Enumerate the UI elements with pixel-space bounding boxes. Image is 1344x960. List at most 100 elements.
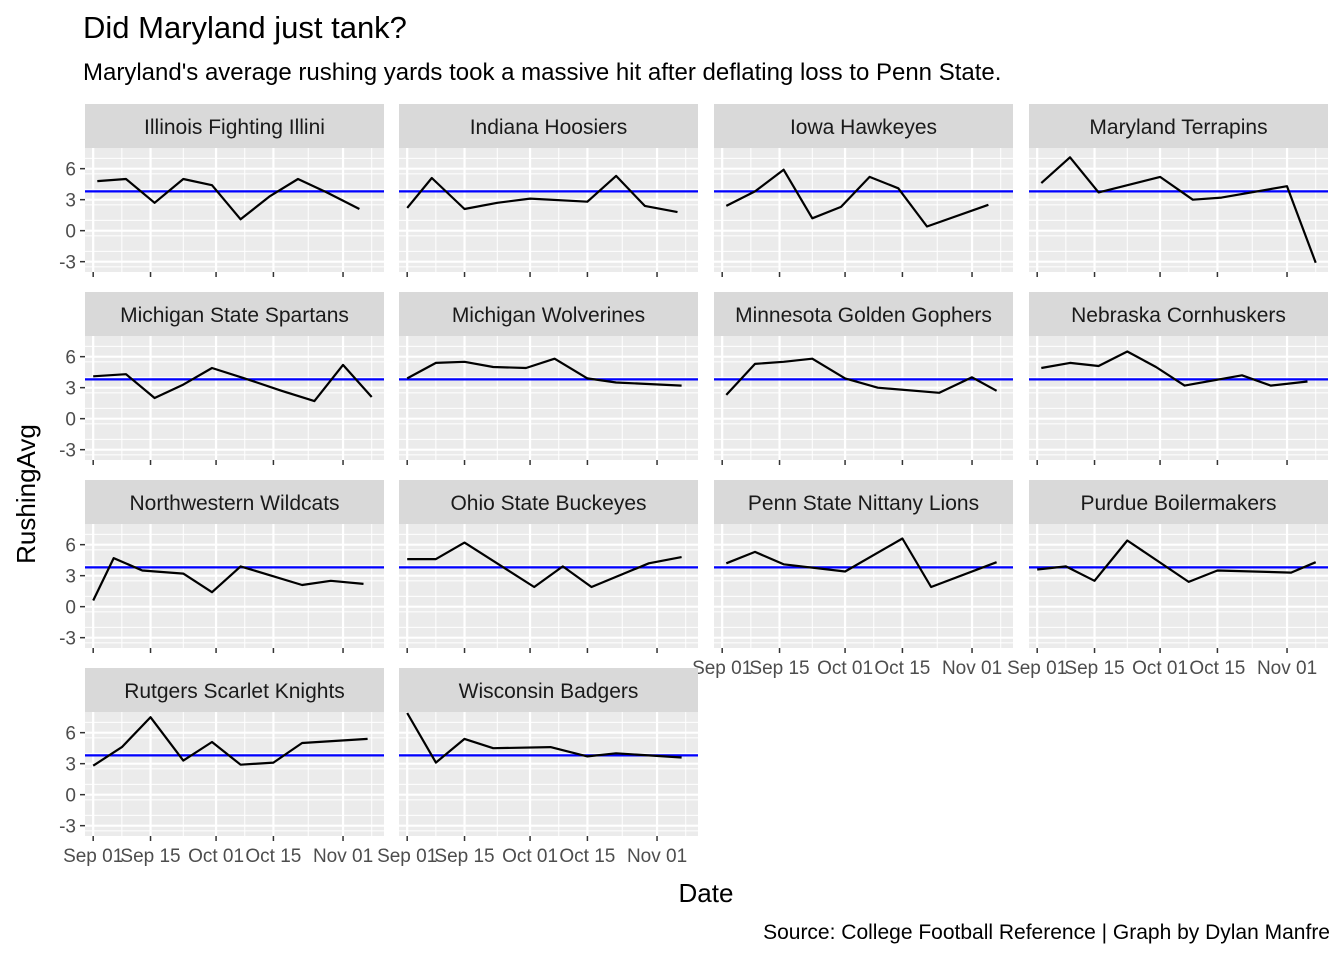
x-tick-label: Sep 15 (1064, 658, 1124, 679)
chart-title: Did Maryland just tank? (83, 10, 407, 45)
y-tick-label: 0 (65, 222, 76, 243)
facet-strip (714, 480, 1013, 524)
rushing-avg-line (725, 168, 989, 228)
facet-strip (1029, 104, 1328, 148)
rushing-avg-line (407, 541, 682, 589)
panel-background (714, 524, 1013, 648)
x-tick-label: Oct 01 (502, 846, 558, 867)
x-axis-title: Date (679, 878, 734, 908)
panel-background (399, 524, 698, 648)
facet-strip-label: Wisconsin Badgers (459, 680, 639, 703)
facet-strip (399, 668, 698, 712)
x-tick-label: Nov 01 (942, 658, 1002, 679)
x-tick-label: Oct 15 (874, 658, 930, 679)
rushing-avg-line (97, 177, 360, 221)
facet-strip-label: Nebraska Cornhuskers (1071, 304, 1286, 327)
x-tick-label: Sep 01 (1007, 658, 1067, 679)
y-tick-label: -3 (59, 817, 76, 838)
facet-strip-label: Michigan State Spartans (120, 304, 349, 327)
facet-panel: Northwestern Wildcats -3 0 3 6 (59, 480, 384, 653)
x-tick-label: Nov 01 (627, 846, 687, 867)
y-tick-label: 3 (65, 379, 76, 400)
rushing-avg-line (1040, 156, 1317, 264)
panel-background (399, 336, 698, 460)
y-tick-label: 6 (65, 160, 76, 181)
facet-strip (85, 104, 384, 148)
facet-strip (85, 292, 384, 336)
y-tick-label: 0 (65, 786, 76, 807)
y-tick-label: 3 (65, 755, 76, 776)
facet-strip-label: Maryland Terrapins (1089, 116, 1267, 139)
facet-panel: Nebraska Cornhuskers (1029, 292, 1328, 465)
facet-strip (85, 480, 384, 524)
facet-strip (1029, 480, 1328, 524)
facet-panel: Iowa Hawkeyes (714, 104, 1013, 277)
x-tick-label: Nov 01 (313, 846, 373, 867)
x-tick-label: Oct 01 (817, 658, 873, 679)
rushing-avg-line (406, 357, 682, 387)
y-tick-label: 6 (65, 348, 76, 369)
facet-strip-label: Rutgers Scarlet Knights (124, 680, 345, 703)
x-tick-label: Oct 15 (1189, 658, 1245, 679)
y-tick-label: -3 (59, 441, 76, 462)
x-tick-label: Sep 01 (63, 846, 123, 867)
rushing-avg-line (725, 537, 997, 589)
rushing-avg-line (92, 716, 368, 767)
facet-strip-label: Penn State Nittany Lions (748, 492, 979, 515)
rushing-avg-line (1037, 539, 1317, 584)
facet-strip-label: Iowa Hawkeyes (790, 116, 937, 139)
facet-strip-label: Ohio State Buckeyes (450, 492, 646, 515)
facet-strip-label: Michigan Wolverines (452, 304, 645, 327)
panel-background (714, 336, 1013, 460)
facet-panel: Michigan State Spartans -3 0 3 6 (59, 292, 384, 465)
chart-subtitle: Maryland's average rushing yards took a … (83, 59, 1002, 86)
x-tick-label: Sep 01 (692, 658, 752, 679)
panel-background (1029, 148, 1328, 272)
facet-panel: Ohio State Buckeyes (399, 480, 698, 653)
panel-background (399, 148, 698, 272)
facet-panel: Illinois Fighting Illini -3 0 3 6 (59, 104, 384, 277)
facet-strip (714, 104, 1013, 148)
x-tick-label: Nov 01 (1257, 658, 1317, 679)
facet-panel: Maryland Terrapins (1029, 104, 1328, 277)
panel-background (1029, 524, 1328, 648)
chart-caption: Source: College Football Reference | Gra… (763, 921, 1330, 944)
rushing-avg-line (1041, 350, 1308, 387)
facet-panel: Minnesota Golden Gophers (714, 292, 1013, 465)
facet-strip-label: Minnesota Golden Gophers (735, 304, 992, 327)
axes: Date RushingAvg (11, 424, 733, 908)
x-tick-label: Sep 01 (377, 846, 437, 867)
x-tick-label: Oct 01 (1132, 658, 1188, 679)
x-tick-label: Sep 15 (120, 846, 180, 867)
rushing-avg-line (725, 357, 998, 396)
facet-strip (85, 668, 384, 712)
x-tick-label: Oct 15 (559, 846, 615, 867)
facet-panels: Illinois Fighting Illini -3 0 3 6 Indiana Hoo… (59, 104, 1328, 867)
y-tick-label: 3 (65, 191, 76, 212)
x-tick-label: Oct 15 (245, 846, 301, 867)
facet-panel: Indiana Hoosiers (399, 104, 698, 277)
facet-strip (399, 480, 698, 524)
facet-strip (1029, 292, 1328, 336)
y-tick-label: 3 (65, 567, 76, 588)
facet-strip-label: Northwestern Wildcats (129, 492, 339, 515)
y-axis-title: RushingAvg (11, 424, 41, 564)
rushing-avg-line (93, 363, 373, 403)
panel-background (85, 336, 384, 460)
panel-background (714, 148, 1013, 272)
panel-background (399, 712, 698, 836)
facet-strip-label: Purdue Boilermakers (1080, 492, 1276, 515)
panel-background (85, 524, 384, 648)
panel-background (85, 712, 384, 836)
rushing-avg-line (406, 712, 682, 764)
facet-panel: Michigan Wolverines (399, 292, 698, 465)
x-tick-label: Sep 15 (434, 846, 494, 867)
y-tick-label: 0 (65, 410, 76, 431)
facet-strip (714, 292, 1013, 336)
facet-strip (399, 292, 698, 336)
